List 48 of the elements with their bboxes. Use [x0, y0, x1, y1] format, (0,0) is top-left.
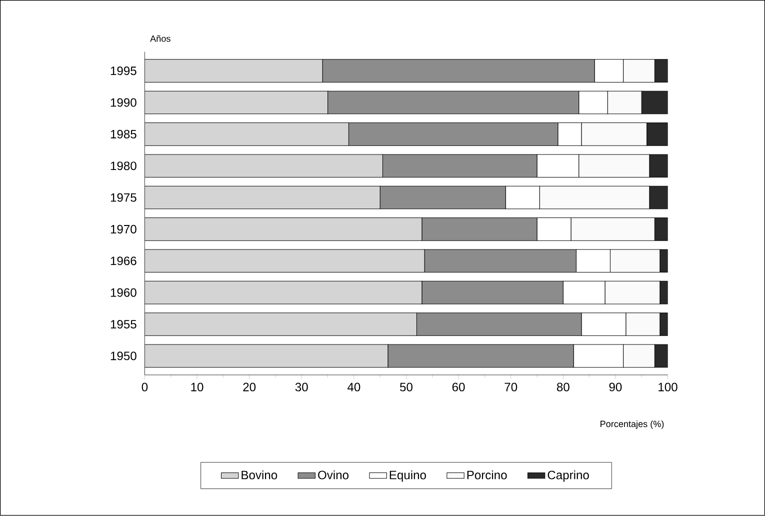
y-axis-title: Años — [150, 35, 170, 42]
bar — [660, 281, 668, 304]
bar — [144, 281, 422, 304]
bar — [649, 186, 668, 210]
bar — [654, 344, 668, 368]
y-tick-label: 1990 — [110, 98, 136, 107]
x-tick-label: 30 — [295, 382, 308, 392]
bar — [649, 154, 668, 178]
y-tick-label: 1985 — [110, 130, 136, 139]
x-tick-label: 100 — [658, 382, 678, 392]
y-tick-label: 1995 — [110, 66, 136, 76]
y-tick-label: 1970 — [110, 225, 136, 234]
bar — [660, 312, 668, 336]
legend-label: Ovino — [318, 470, 349, 480]
x-axis-title: Porcentajes (%) — [600, 420, 664, 430]
y-tick-label: 1960 — [110, 288, 136, 298]
y-tick-label: 1966 — [110, 256, 136, 266]
bar — [144, 154, 383, 178]
legend-label: Equino — [390, 470, 426, 482]
x-tick-label: 40 — [348, 382, 360, 392]
bar — [646, 122, 668, 146]
bar — [144, 122, 349, 146]
x-tick-label: 60 — [452, 382, 465, 392]
bar — [641, 91, 668, 114]
legend-label: Caprino — [548, 470, 589, 482]
x-tick-label: 20 — [243, 382, 256, 392]
bar — [144, 249, 425, 273]
x-tick-label: 70 — [504, 382, 518, 392]
legend-label: Porcino — [467, 470, 507, 480]
x-tick-label: 50 — [400, 382, 412, 392]
bar — [660, 249, 668, 273]
x-tick-label: 10 — [191, 382, 204, 392]
legend-label: Bovino — [242, 470, 278, 480]
bar — [144, 344, 388, 368]
bar — [144, 218, 422, 242]
y-tick-label: 1975 — [110, 193, 136, 202]
bar — [144, 91, 328, 114]
bar — [144, 59, 323, 83]
x-tick-label: 80 — [556, 382, 570, 392]
bar — [654, 218, 668, 242]
bar — [144, 312, 417, 336]
y-tick-label: 1980 — [110, 162, 136, 170]
bar — [654, 59, 668, 83]
bar — [144, 186, 380, 210]
y-tick-label: 1950 — [110, 352, 136, 360]
x-tick-label: 90 — [609, 382, 622, 392]
x-tick-label: 0 — [142, 382, 148, 392]
y-tick-label: 1955 — [110, 320, 136, 329]
